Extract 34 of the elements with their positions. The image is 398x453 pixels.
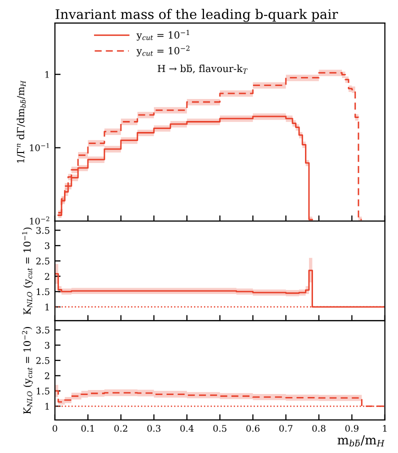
y-tick-label: 1 xyxy=(45,304,49,310)
y-axis-title: K$_{NLO}$ (y$_{cut}$ = 10$^{−1}$) xyxy=(22,228,33,314)
x-tick-label: 0.8 xyxy=(312,424,326,432)
x-tick-label: 0 xyxy=(52,424,58,432)
y-tick-label: 1 xyxy=(45,402,49,410)
x-tick-label: 0.5 xyxy=(213,424,226,432)
y-tick-label: 2 xyxy=(44,372,50,380)
x-tick-label: 1 xyxy=(383,424,386,432)
x-tick-label: 0.3 xyxy=(147,424,160,432)
x-tick-label: 0.6 xyxy=(246,424,260,432)
x-tick-label: 0.1 xyxy=(81,424,94,432)
x-axis-title: m$_{bb̄}$/m$_{H}$ xyxy=(338,435,385,446)
chart-title: Invariant mass of the leading b-quark pair xyxy=(56,8,338,22)
legend-label: y$_{cut}$ = 10$^{−1}$ xyxy=(136,30,190,41)
y-tick-label: 2 xyxy=(44,272,50,280)
annotation: H → bb̄, flavour-k$_{T}$ xyxy=(158,64,248,74)
y-tick-label: 2.5 xyxy=(36,357,50,364)
y-tick-label: 2.5 xyxy=(36,258,50,264)
y-tick-label: 3 xyxy=(45,342,50,349)
y-tick-label: 1.5 xyxy=(36,388,50,394)
y-axis-title: 1/Γ$^{n}$ dΓ/dm$_{bb̄}$/m$_{H}$ xyxy=(16,80,26,163)
y-tick-label: 10$^{−1}$ xyxy=(30,143,49,152)
y-tick-label: 1 xyxy=(45,71,49,78)
x-tick-label: 0.4 xyxy=(180,424,194,432)
x-tick-label: 0.9 xyxy=(345,424,358,432)
x-tick-label: 0.2 xyxy=(114,424,128,432)
y-tick-label: 1.5 xyxy=(36,288,50,296)
y-tick-label: 3 xyxy=(45,242,50,250)
legend-label: y$_{cut}$ = 10$^{−2}$ xyxy=(136,46,190,56)
y-tick-label: 10$^{−2}$ xyxy=(30,216,50,225)
y-tick-label: 3.5 xyxy=(36,226,50,234)
x-tick-label: 0.7 xyxy=(279,424,292,432)
y-tick-label: 3.5 xyxy=(36,326,50,334)
y-axis-title: K$_{NLO}$ (y$_{cut}$ = 10$^{−2}$) xyxy=(22,327,33,414)
